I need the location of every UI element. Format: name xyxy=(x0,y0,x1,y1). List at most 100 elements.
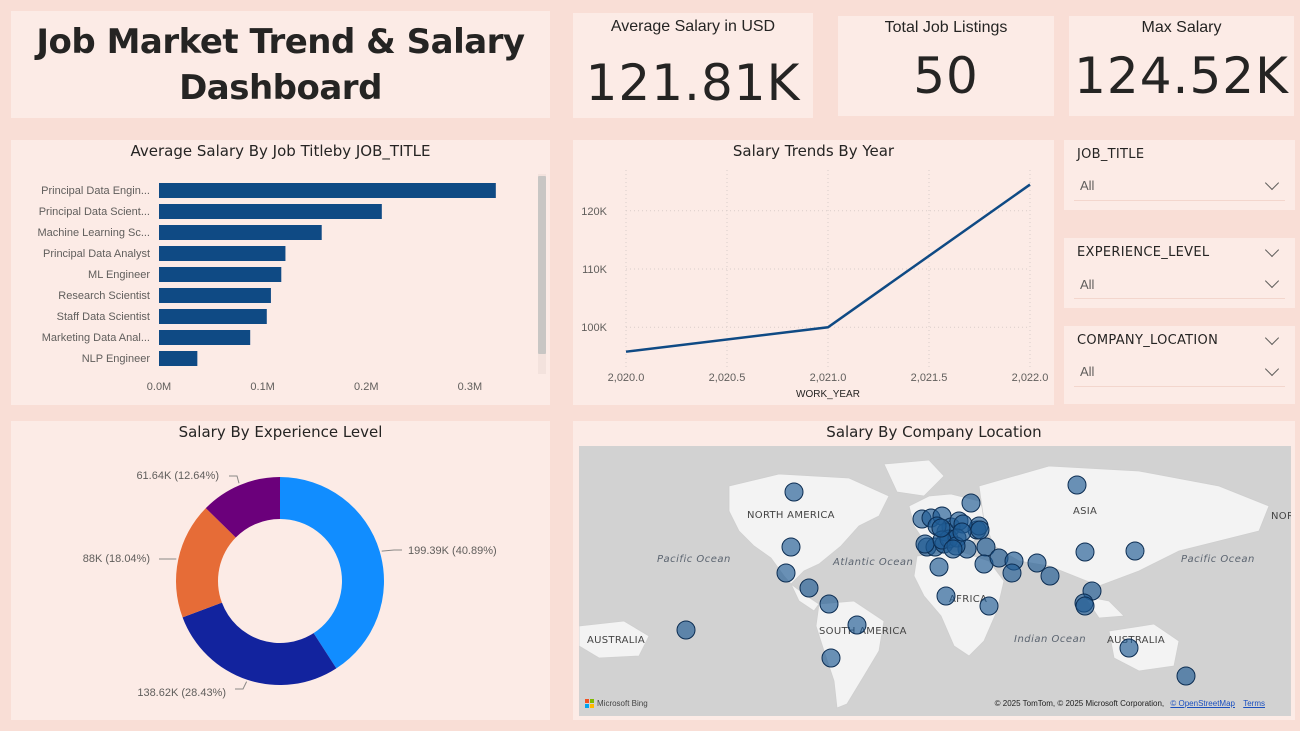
title-line-2: Dashboard xyxy=(179,67,382,108)
location-bubble[interactable] xyxy=(979,596,999,616)
slicer-experience-level[interactable]: EXPERIENCE_LEVEL All xyxy=(1064,238,1295,308)
location-bubble[interactable] xyxy=(676,620,696,640)
kpi-label: Max Salary xyxy=(1141,19,1222,36)
bar-category-label: Staff Data Scientist xyxy=(57,311,150,323)
kpi-total-job-listings[interactable]: Total Job Listings 50 xyxy=(838,16,1054,116)
location-bubble[interactable] xyxy=(847,615,867,635)
location-bubble[interactable] xyxy=(970,520,990,540)
location-bubble[interactable] xyxy=(1075,542,1095,562)
leader-line xyxy=(235,681,248,690)
chevron-down-icon[interactable] xyxy=(1264,330,1280,346)
slicer-value[interactable]: All xyxy=(1080,178,1095,193)
openstreetmap-link[interactable]: © OpenStreetMap xyxy=(1170,699,1235,708)
ocean-label: Atlantic Ocean xyxy=(833,557,914,568)
bar-category-label: Machine Learning Sc... xyxy=(37,227,150,239)
location-bubble[interactable] xyxy=(1176,666,1196,686)
line-chart-title: Salary Trends By Year xyxy=(732,142,895,160)
location-bubble[interactable] xyxy=(819,594,839,614)
donut-slice[interactable] xyxy=(176,508,236,618)
map-copyright: © 2025 TomTom, © 2025 Microsoft Corporat… xyxy=(995,699,1265,708)
location-bubble[interactable] xyxy=(799,578,819,598)
bar-chart: Principal Data Engin... Principal Data Sc… xyxy=(37,174,546,393)
location-bubble[interactable] xyxy=(1040,566,1060,586)
bar[interactable] xyxy=(159,204,382,219)
x-tick-label: 2,020.0 xyxy=(608,372,645,384)
location-bubble[interactable] xyxy=(1119,638,1139,658)
chevron-down-icon[interactable] xyxy=(1264,361,1280,377)
slice-data-label: 138.62K (28.43%) xyxy=(137,687,226,699)
donut-slice[interactable] xyxy=(182,602,337,685)
line-chart-card[interactable]: Salary Trends By Year 100K 110K 120K 2,020.… xyxy=(573,140,1054,405)
continent-label: AFRICA xyxy=(949,594,988,605)
slice-data-label: 61.64K (12.64%) xyxy=(136,470,219,482)
x-tick-label: 2,020.5 xyxy=(709,372,746,384)
donut-slice[interactable] xyxy=(205,477,280,538)
location-bubble[interactable] xyxy=(1027,553,1047,573)
x-tick-label: 0.2M xyxy=(354,381,378,393)
location-bubble[interactable] xyxy=(929,557,949,577)
line-chart: 100K 110K 120K 2,020.0 2,020.5 2,021.0 2,021.5… xyxy=(581,170,1049,400)
kpi-label: Average Salary in USD xyxy=(610,18,776,35)
kpi-max-salary[interactable]: Max Salary 124.52K xyxy=(1069,16,1294,116)
map-canvas[interactable]: NORTH AMERICA ASIA NOR AFRICA SOUTH AMER… xyxy=(579,446,1291,716)
leader-line xyxy=(229,475,240,484)
location-bubble[interactable] xyxy=(931,518,951,538)
chevron-down-icon[interactable] xyxy=(1264,242,1280,258)
divider xyxy=(1074,386,1285,387)
map-card[interactable]: Salary By Company Location xyxy=(573,421,1295,720)
location-bubble[interactable] xyxy=(1125,541,1145,561)
x-tick-label: 2,021.5 xyxy=(911,372,948,384)
bar[interactable] xyxy=(159,351,198,366)
bar[interactable] xyxy=(159,288,271,303)
ocean-label: Pacific Ocean xyxy=(1181,554,1255,565)
location-bubble[interactable] xyxy=(776,563,796,583)
location-bubble[interactable] xyxy=(952,522,972,542)
slicer-company-location[interactable]: COMPANY_LOCATION All xyxy=(1064,326,1295,404)
slicer-value[interactable]: All xyxy=(1080,277,1095,292)
location-bubble[interactable] xyxy=(1075,596,1095,616)
slicer-title: COMPANY_LOCATION xyxy=(1077,333,1219,348)
map-bubbles[interactable] xyxy=(579,446,1291,716)
title-line-1: Job Market Trend & Salary xyxy=(36,21,525,62)
bar-category-label: Principal Data Engin... xyxy=(41,185,150,197)
location-bubble[interactable] xyxy=(1067,475,1087,495)
x-tick-label: 2,021.0 xyxy=(810,372,847,384)
donut-chart-card[interactable]: Salary By Experience Level 199.39K (40.8… xyxy=(11,421,550,720)
slicer-job-title[interactable]: JOB_TITLE All xyxy=(1064,140,1295,210)
bar[interactable] xyxy=(159,183,496,198)
location-bubble[interactable] xyxy=(784,482,804,502)
scrollbar-thumb[interactable] xyxy=(538,176,546,354)
slicer-title: EXPERIENCE_LEVEL xyxy=(1077,245,1210,260)
x-axis-title: WORK_YEAR xyxy=(796,389,860,400)
chevron-down-icon[interactable] xyxy=(1264,273,1280,289)
ocean-label: Indian Ocean xyxy=(1014,634,1087,645)
donut-slice[interactable] xyxy=(280,477,385,669)
bar-category-label: Principal Data Analyst xyxy=(43,248,150,260)
location-bubble[interactable] xyxy=(821,648,841,668)
bar[interactable] xyxy=(159,309,267,324)
slicer-value[interactable]: All xyxy=(1080,364,1095,379)
location-bubble[interactable] xyxy=(781,537,801,557)
dashboard-title: Job Market Trend & Salary Dashboard xyxy=(36,19,525,111)
bar[interactable] xyxy=(159,246,286,261)
donut-chart-title: Salary By Experience Level xyxy=(178,423,383,441)
location-bubble[interactable] xyxy=(961,493,981,513)
series-line[interactable] xyxy=(625,183,1031,353)
bar-category-label: Principal Data Scient... xyxy=(39,206,150,218)
location-bubble[interactable] xyxy=(943,539,963,559)
terms-link[interactable]: Terms xyxy=(1243,699,1265,708)
location-bubble[interactable] xyxy=(915,534,935,554)
copyright-text: © 2025 TomTom, © 2025 Microsoft Corporat… xyxy=(994,699,1165,708)
bar[interactable] xyxy=(159,267,282,282)
continent-label: ASIA xyxy=(1073,506,1098,517)
x-tick-label: 2,022.0 xyxy=(1012,372,1049,384)
bar-chart-card[interactable]: Average Salary By Job Titleby JOB_TITLE … xyxy=(11,140,550,405)
bar[interactable] xyxy=(159,330,251,345)
continent-label: NORTH AMERICA xyxy=(747,510,835,521)
chevron-down-icon[interactable] xyxy=(1264,175,1280,191)
location-bubble[interactable] xyxy=(936,586,956,606)
kpi-average-salary[interactable]: Average Salary in USD 121.81K xyxy=(573,13,813,118)
kpi-value: 121.81K xyxy=(585,54,801,112)
location-bubble[interactable] xyxy=(1002,563,1022,583)
bar[interactable] xyxy=(159,225,322,240)
